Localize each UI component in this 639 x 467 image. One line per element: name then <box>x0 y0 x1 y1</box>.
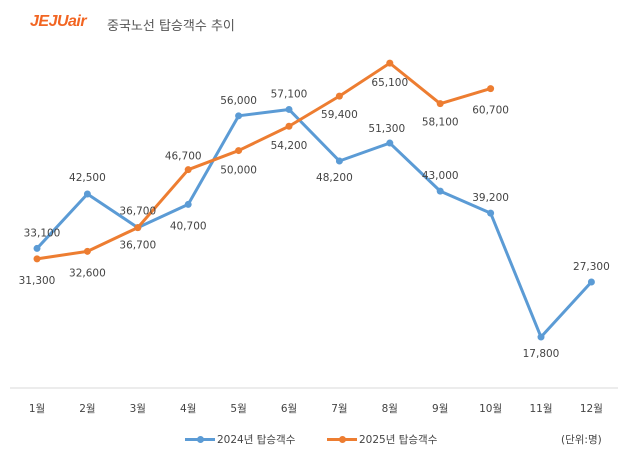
data-label: 27,300 <box>573 261 610 273</box>
series-line-2025 <box>36 61 492 261</box>
data-label: 65,100 <box>371 77 408 89</box>
x-tick-label: 4월 <box>180 403 196 415</box>
x-tick-label: 3월 <box>130 403 146 415</box>
data-point <box>487 85 495 93</box>
series-line-2024 <box>35 107 593 339</box>
data-label: 50,000 <box>220 165 257 177</box>
legend-marker-2024 <box>185 436 215 443</box>
x-tick-label: 7월 <box>331 403 347 415</box>
chart-title: 중국노선 탑승객수 추이 <box>107 19 235 34</box>
data-point <box>487 209 495 217</box>
data-label: 43,000 <box>422 170 459 182</box>
legend-label-2024: 2024년 탑승객수 <box>217 434 296 446</box>
data-point <box>235 112 243 120</box>
data-point <box>285 122 293 130</box>
data-point <box>335 92 343 100</box>
data-label: 42,500 <box>69 172 106 184</box>
data-point <box>537 333 545 341</box>
data-label: 32,600 <box>69 267 106 279</box>
x-tick-label: 2월 <box>79 403 95 415</box>
data-label: 51,300 <box>368 123 405 135</box>
data-label: 36,700 <box>119 240 156 252</box>
data-point <box>436 187 444 195</box>
data-point <box>83 190 91 198</box>
data-point <box>33 255 41 263</box>
data-point <box>184 200 192 208</box>
data-label: 58,100 <box>422 117 459 129</box>
legend-item-2025: 2025년 탑승객수 <box>327 432 437 447</box>
data-point <box>335 157 343 165</box>
unit-label: (단위:명) <box>561 434 602 446</box>
data-label: 33,100 <box>24 227 61 239</box>
data-label: 59,400 <box>321 109 358 121</box>
data-point <box>83 247 91 255</box>
data-label: 40,700 <box>170 220 207 232</box>
data-label: 31,300 <box>19 275 56 287</box>
data-point <box>285 105 293 113</box>
data-point <box>587 278 595 286</box>
x-tick-label: 1월 <box>29 403 45 415</box>
data-label: 56,000 <box>220 95 257 107</box>
x-tick-label: 11월 <box>529 403 552 415</box>
x-tick-label: 6월 <box>281 403 297 415</box>
x-tick-label: 10월 <box>479 403 502 415</box>
jejuair-logo: JEJUair <box>30 13 87 30</box>
data-point <box>386 59 394 67</box>
data-point <box>33 244 41 252</box>
x-tick-label: 12월 <box>580 403 603 415</box>
x-tick-label: 5월 <box>230 403 246 415</box>
data-label: 48,200 <box>316 172 353 184</box>
data-point <box>184 166 192 174</box>
data-label: 46,700 <box>165 151 202 163</box>
data-label: 54,200 <box>271 140 308 152</box>
data-point <box>134 224 142 232</box>
data-label: 36,700 <box>119 206 156 218</box>
legend-marker-2025 <box>327 436 357 443</box>
data-label: 60,700 <box>472 105 509 117</box>
data-label: 17,800 <box>523 348 560 360</box>
legend-item-2024: 2024년 탑승객수 <box>185 432 295 447</box>
data-point <box>235 147 243 155</box>
legend-label-2025: 2025년 탑승객수 <box>359 434 438 446</box>
data-label: 57,100 <box>271 88 308 100</box>
data-label: 39,200 <box>472 192 509 204</box>
x-tick-label: 8월 <box>382 403 398 415</box>
x-tick-label: 9월 <box>432 403 448 415</box>
data-point <box>386 139 394 147</box>
data-point <box>436 100 444 108</box>
